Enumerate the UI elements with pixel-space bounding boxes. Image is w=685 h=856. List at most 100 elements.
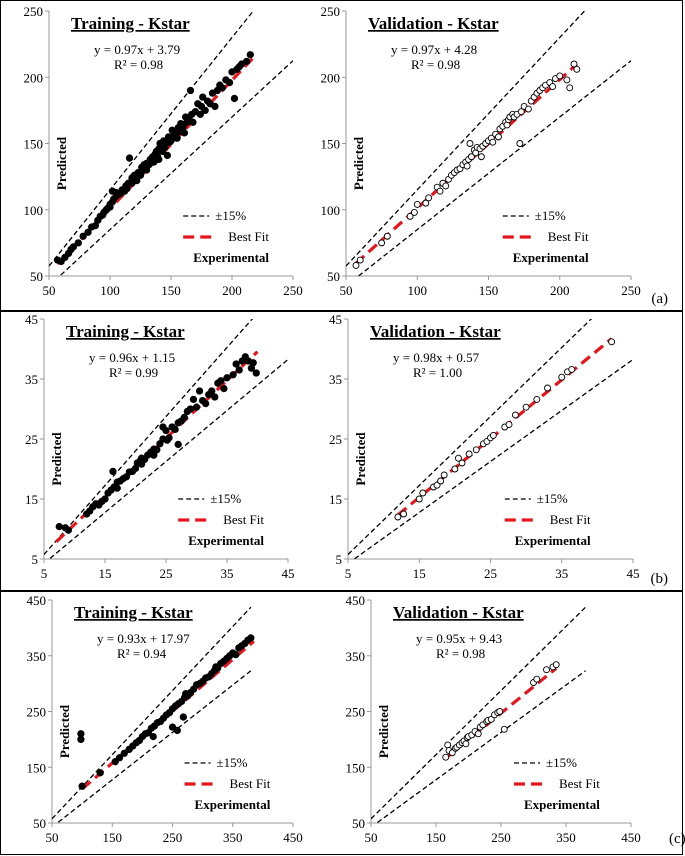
y-tick-label: 25 (25, 432, 38, 447)
fit-equation: y = 0.95x + 9.43 (416, 631, 502, 646)
x-tick-label: 250 (491, 830, 511, 845)
chart-2-1: 50 150 250 350 450 50 150 250 350 450 Validation -… (346, 593, 641, 845)
legend-fit-label: Best Fit (548, 229, 589, 244)
x-tick-label: 150 (479, 283, 499, 298)
panel-b-charts: 5 15 25 35 45 5 15 25 35 45 Training - Kstar y = 0.… (25, 312, 640, 581)
chart-0-1: 50 100 150 200 250 50 100 150 200 250 Validation -… (321, 4, 641, 298)
data-point (451, 465, 459, 473)
data-point (378, 239, 386, 247)
data-point (179, 713, 187, 721)
y-axis-label: Predicted (54, 136, 69, 190)
x-tick-label: 250 (163, 830, 183, 845)
chart-title: Training - Kstar (71, 14, 190, 33)
lower-band-line (357, 60, 631, 276)
r-squared: R² = 0.94 (117, 646, 167, 661)
y-tick-label: 50 (352, 816, 365, 831)
y-tick-label: 250 (321, 4, 341, 19)
y-tick-label: 100 (24, 203, 44, 218)
chart-2-0: 50 150 250 350 450 50 150 250 350 450 Training - K… (27, 593, 303, 845)
y-tick-label: 150 (27, 760, 47, 775)
upper-band-line (348, 319, 593, 555)
data-point (511, 411, 519, 419)
x-tick-label: 5 (41, 566, 48, 581)
x-tick-label: 100 (408, 283, 428, 298)
data-point (242, 57, 251, 65)
x-tick-label: 350 (223, 830, 243, 845)
data-point (444, 741, 452, 749)
x-tick-label: 100 (100, 283, 120, 298)
data-point (415, 495, 423, 503)
y-tick-label: 100 (321, 203, 341, 218)
y-tick-label: 15 (25, 492, 38, 507)
panel-label-c: (c) (669, 831, 685, 847)
chart-title: Validation - Kstar (368, 14, 499, 33)
x-tick-label: 50 (46, 830, 59, 845)
data-point (533, 675, 541, 683)
data-point (199, 93, 207, 101)
data-point (543, 666, 550, 674)
upper-band-line (52, 606, 252, 820)
x-tick-label: 35 (221, 566, 234, 581)
best-fit-line (81, 640, 255, 791)
upper-band-line (44, 319, 254, 555)
data-point (566, 84, 574, 92)
x-tick-label: 450 (621, 830, 641, 845)
y-axis-label: Predicted (351, 136, 366, 190)
data-point (522, 403, 530, 411)
legend-fit-label: Best Fit (559, 776, 600, 791)
data-point (173, 726, 181, 735)
fit-equation: y = 0.97x + 3.79 (94, 42, 180, 57)
fit-equation: y = 0.98x + 0.57 (393, 350, 480, 365)
points (394, 338, 616, 521)
y-axis-label: Predicted (353, 432, 368, 486)
data-point (419, 489, 427, 497)
data-point (173, 134, 181, 142)
r-squared: R² = 0.98 (114, 57, 163, 72)
data-point (235, 366, 243, 374)
data-point (489, 138, 497, 146)
data-point (558, 373, 566, 381)
legend-fit-label: Best Fit (228, 229, 269, 244)
legend-band-label: ±15% (546, 755, 577, 770)
data-point (544, 384, 551, 392)
y-tick-label: 200 (321, 70, 341, 85)
data-point (120, 749, 128, 757)
data-point (162, 426, 170, 435)
data-point (180, 129, 189, 137)
data-point (356, 256, 364, 264)
data-point (155, 155, 163, 164)
data-point (96, 769, 104, 777)
chart-0-0: 50 100 150 200 250 50 100 150 200 250 Training - K… (24, 4, 303, 298)
x-tick-label: 450 (283, 830, 303, 845)
upper-band-line (49, 11, 255, 267)
data-point (168, 723, 177, 731)
x-axis-label: Experimental (193, 250, 269, 265)
points (55, 353, 260, 534)
data-point (465, 450, 473, 458)
data-point (608, 338, 616, 346)
data-point (406, 212, 414, 220)
data-point (247, 634, 255, 642)
y-tick-label: 15 (329, 492, 342, 507)
x-tick-label: 250 (621, 283, 641, 298)
data-point (570, 60, 578, 68)
r-squared: R² = 0.98 (436, 646, 485, 661)
x-tick-label: 15 (99, 566, 112, 581)
data-point (220, 384, 228, 393)
best-fit-line (354, 62, 578, 265)
y-tick-label: 25 (329, 432, 342, 447)
lower-band-line (56, 670, 252, 823)
data-point (400, 510, 408, 518)
data-point (196, 110, 204, 119)
points (352, 60, 581, 269)
y-tick-label: 200 (24, 70, 44, 85)
y-tick-label: 45 (329, 312, 342, 327)
data-point (232, 360, 240, 368)
data-point (79, 232, 87, 240)
data-point (133, 176, 141, 185)
x-tick-label: 50 (43, 283, 56, 298)
chart-title: Training - Kstar (74, 603, 193, 622)
data-point (505, 421, 513, 429)
data-point (150, 451, 158, 459)
data-point (477, 153, 485, 161)
